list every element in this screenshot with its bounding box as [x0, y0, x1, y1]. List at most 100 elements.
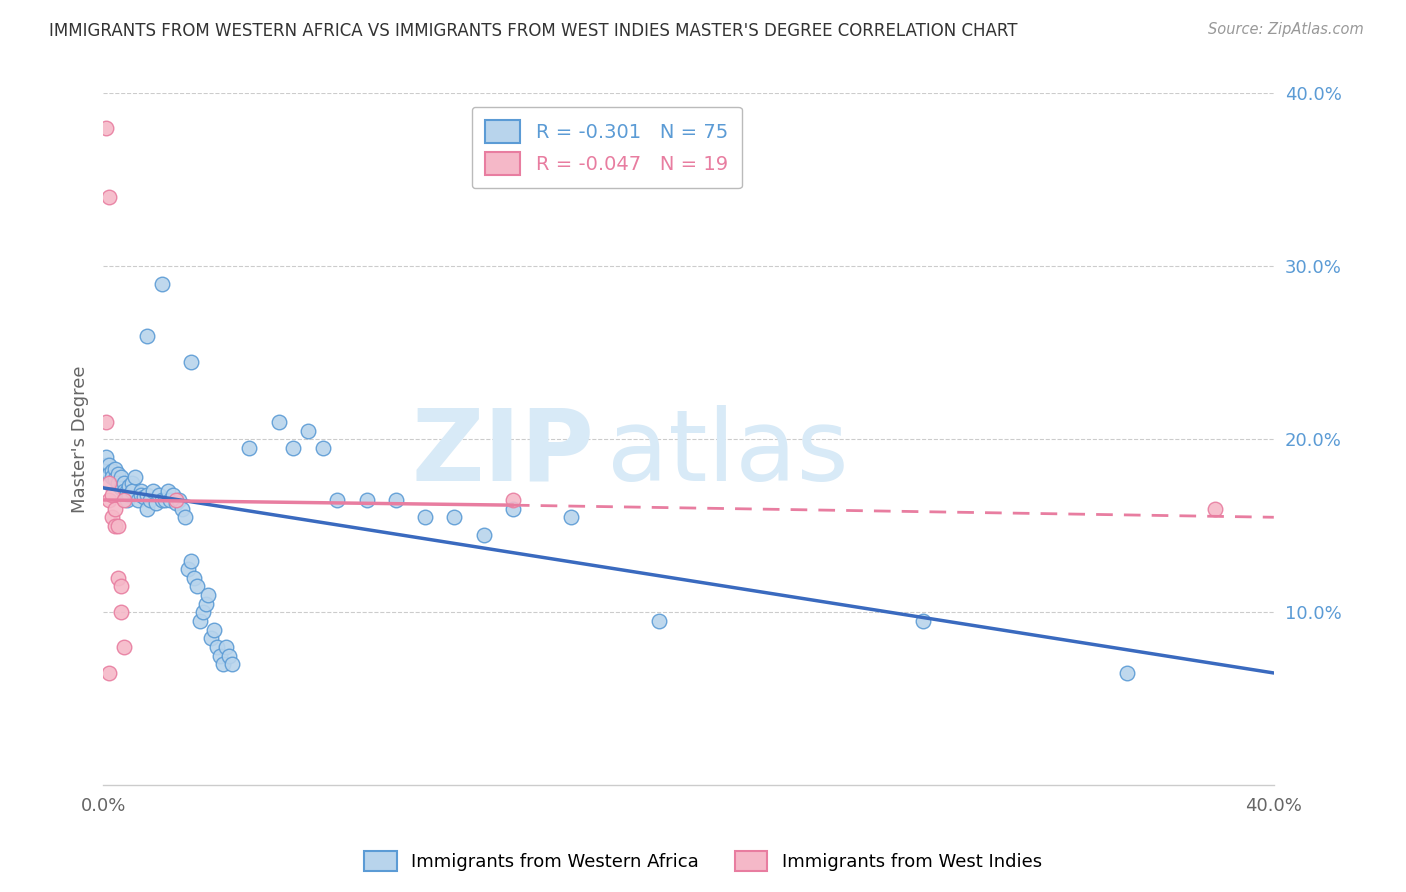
Point: [101, 470, 124, 484]
Point: [156, 484, 179, 499]
Point: [911, 614, 934, 628]
Point: [112, 484, 135, 499]
Point: [121, 484, 143, 499]
Point: [112, 475, 135, 490]
Point: [101, 510, 124, 524]
Point: [136, 488, 159, 502]
Point: [180, 354, 202, 368]
Point: [326, 492, 349, 507]
Point: [98, 190, 121, 204]
Point: [283, 441, 305, 455]
Point: [385, 492, 408, 507]
Point: [207, 640, 229, 654]
Point: [238, 441, 260, 455]
Point: [560, 510, 582, 524]
Point: [648, 614, 671, 628]
Point: [94, 450, 117, 464]
Point: [197, 588, 219, 602]
Point: [118, 479, 141, 493]
Point: [94, 458, 117, 473]
Point: [502, 492, 524, 507]
Point: [101, 464, 124, 478]
Point: [218, 648, 240, 663]
Point: [267, 415, 290, 429]
Point: [159, 492, 181, 507]
Point: [112, 492, 135, 507]
Text: ZIP: ZIP: [412, 405, 595, 501]
Point: [115, 484, 138, 499]
Point: [127, 492, 149, 507]
Point: [107, 467, 129, 481]
Point: [107, 519, 129, 533]
Point: [200, 632, 222, 646]
Point: [98, 492, 121, 507]
Point: [186, 579, 208, 593]
Point: [356, 492, 378, 507]
Point: [136, 328, 159, 343]
Point: [121, 475, 143, 490]
Point: [167, 492, 190, 507]
Text: IMMIGRANTS FROM WESTERN AFRICA VS IMMIGRANTS FROM WEST INDIES MASTER'S DEGREE CO: IMMIGRANTS FROM WESTERN AFRICA VS IMMIGR…: [49, 22, 1018, 40]
Point: [107, 475, 129, 490]
Point: [124, 470, 146, 484]
Point: [472, 527, 495, 541]
Point: [162, 488, 184, 502]
Point: [110, 606, 132, 620]
Point: [94, 120, 117, 135]
Point: [110, 579, 132, 593]
Point: [98, 475, 121, 490]
Point: [136, 501, 159, 516]
Point: [165, 492, 187, 507]
Point: [132, 490, 155, 504]
Point: [311, 441, 333, 455]
Point: [165, 496, 187, 510]
Point: [107, 571, 129, 585]
Point: [153, 492, 176, 507]
Point: [112, 640, 135, 654]
Point: [148, 488, 170, 502]
Point: [443, 510, 465, 524]
Point: [1116, 665, 1139, 680]
Point: [104, 519, 127, 533]
Point: [110, 470, 132, 484]
Point: [183, 571, 205, 585]
Point: [202, 623, 225, 637]
Point: [191, 606, 214, 620]
Point: [209, 648, 232, 663]
Point: [101, 488, 124, 502]
Text: atlas: atlas: [606, 405, 848, 501]
Text: Source: ZipAtlas.com: Source: ZipAtlas.com: [1208, 22, 1364, 37]
Point: [104, 472, 127, 486]
Point: [129, 484, 152, 499]
Point: [94, 415, 117, 429]
Point: [413, 510, 436, 524]
Point: [98, 458, 121, 473]
Point: [194, 597, 217, 611]
Point: [150, 277, 173, 291]
Point: [110, 481, 132, 495]
Point: [104, 501, 127, 516]
Point: [177, 562, 200, 576]
Point: [221, 657, 243, 672]
Point: [502, 501, 524, 516]
Point: [139, 492, 162, 507]
Y-axis label: Master's Degree: Master's Degree: [72, 366, 89, 513]
Point: [115, 492, 138, 507]
Point: [215, 640, 238, 654]
Point: [297, 424, 319, 438]
Legend: Immigrants from Western Africa, Immigrants from West Indies: Immigrants from Western Africa, Immigran…: [357, 844, 1049, 879]
Point: [150, 492, 173, 507]
Point: [1204, 501, 1226, 516]
Point: [188, 614, 211, 628]
Point: [104, 462, 127, 476]
Point: [174, 510, 197, 524]
Point: [172, 501, 194, 516]
Point: [142, 484, 165, 499]
Point: [98, 467, 121, 481]
Point: [145, 496, 167, 510]
Point: [118, 488, 141, 502]
Legend: R = -0.301   N = 75, R = -0.047   N = 19: R = -0.301 N = 75, R = -0.047 N = 19: [471, 106, 741, 188]
Point: [98, 665, 121, 680]
Point: [129, 488, 152, 502]
Point: [212, 657, 235, 672]
